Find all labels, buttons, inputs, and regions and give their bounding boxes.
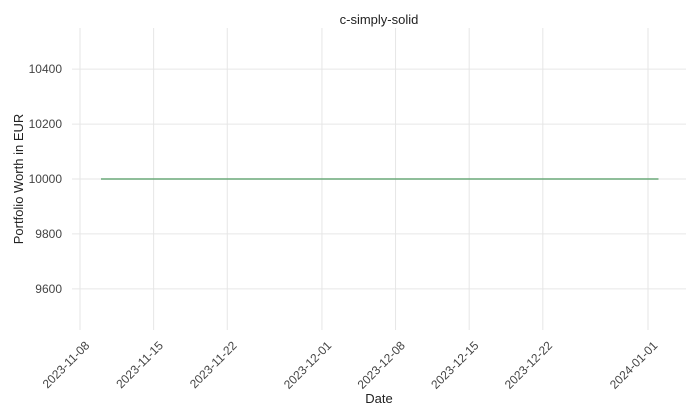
x-tick-label: 2023-12-15 [428,338,482,392]
y-tick-label: 9600 [35,282,62,296]
x-tick-label: 2023-11-22 [187,338,240,391]
x-tick-label: 2023-11-08 [40,338,93,391]
y-axis-label: Portfolio Worth in EUR [11,114,26,245]
y-tick-label: 10200 [29,117,63,131]
x-tick-label: 2023-12-08 [355,338,409,392]
x-axis-label: Date [365,391,392,406]
x-tick-label: 2023-12-01 [281,338,335,392]
x-tick-label: 2023-11-15 [113,338,166,391]
y-tick-label: 10000 [29,172,63,186]
tick-labels: 2023-11-08 2023-11-15 2023-11-22 2023-12-01… [29,62,661,392]
x-tick-label: 2024-01-01 [607,338,661,392]
chart-title: c-simply-solid [340,12,419,27]
x-tick-label: 2023-12-22 [502,338,556,392]
y-tick-label: 9800 [35,227,62,241]
y-tick-label: 10400 [29,62,63,76]
